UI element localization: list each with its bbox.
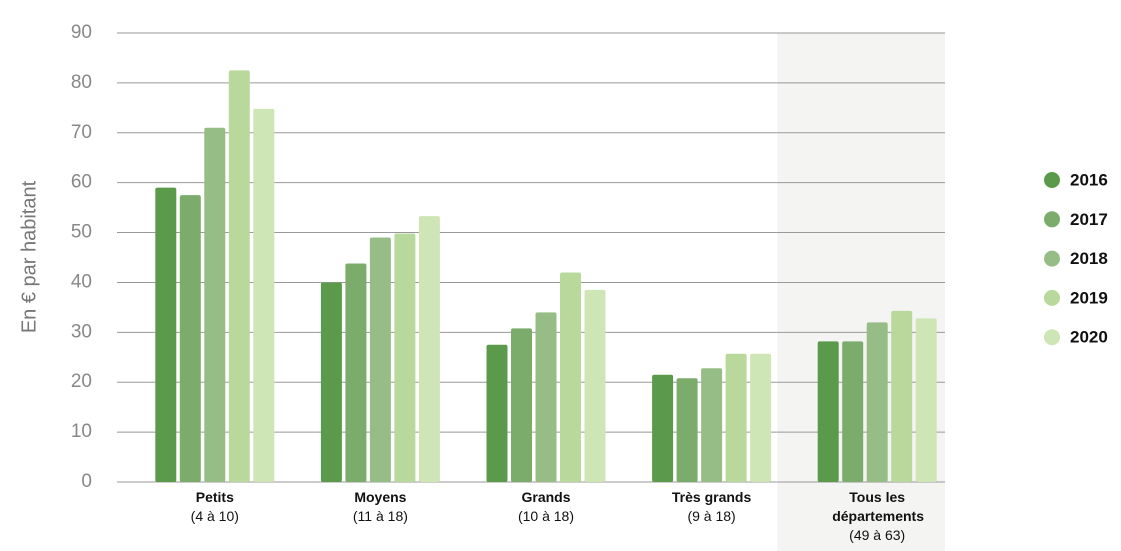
bar xyxy=(418,216,440,482)
category-name: Petits xyxy=(195,489,234,505)
legend-marker xyxy=(1044,250,1060,267)
bar xyxy=(676,378,698,482)
bar xyxy=(369,237,391,482)
bar xyxy=(915,318,937,482)
bar xyxy=(750,353,772,482)
bar xyxy=(511,328,532,482)
bar xyxy=(891,310,913,482)
category-sublabel: (10 à 18) xyxy=(517,508,575,524)
legend-marker xyxy=(1044,329,1060,346)
bar xyxy=(866,322,888,482)
bar xyxy=(320,282,342,482)
bar xyxy=(228,70,250,483)
y-tick-label: 50 xyxy=(71,222,92,243)
category-name: Tous les départements xyxy=(832,489,924,524)
x-tick-label: Petits (4 à 10) xyxy=(150,488,280,526)
legend-marker xyxy=(1044,211,1060,228)
x-tick-label: Moyens (11 à 18) xyxy=(315,488,445,526)
legend-label: 2019 xyxy=(1070,288,1108,307)
legend-label: 2017 xyxy=(1070,210,1108,229)
bar xyxy=(179,195,201,482)
bar xyxy=(725,353,747,482)
bar xyxy=(535,312,557,482)
bar xyxy=(155,187,177,482)
category-name: Très grands xyxy=(671,489,752,505)
bar xyxy=(204,127,226,483)
y-tick-label: 80 xyxy=(71,72,92,93)
bar xyxy=(701,368,723,482)
category-sublabel: (9 à 18) xyxy=(687,508,736,524)
legend-label: 2016 xyxy=(1070,170,1108,189)
bar xyxy=(560,272,581,482)
legend-marker xyxy=(1044,289,1060,306)
bar xyxy=(253,108,275,482)
bar xyxy=(817,341,839,482)
category-name: Grands xyxy=(521,489,571,505)
y-tick-label: 60 xyxy=(71,172,92,193)
bar xyxy=(652,374,674,482)
category-sublabel: (11 à 18) xyxy=(352,508,408,524)
y-tick-label: 70 xyxy=(71,122,92,143)
y-tick-label: 0 xyxy=(81,471,92,492)
bar xyxy=(486,344,508,482)
category-sublabel: (4 à 10) xyxy=(190,508,239,524)
bar xyxy=(584,289,606,482)
bar xyxy=(842,341,864,482)
bar xyxy=(345,263,367,482)
y-axis-label: En € par habitant xyxy=(18,180,40,333)
y-tick-label: 20 xyxy=(71,371,92,392)
y-tick-label: 30 xyxy=(71,321,92,342)
x-tick-label: Très grands (9 à 18) xyxy=(647,488,777,526)
legend-label: 2020 xyxy=(1070,328,1108,347)
y-tick-label: 10 xyxy=(71,421,92,442)
legend-marker xyxy=(1044,172,1060,188)
category-name: Moyens xyxy=(354,489,407,505)
bar xyxy=(394,233,416,482)
legend-label: 2018 xyxy=(1070,249,1108,268)
y-tick-label: 40 xyxy=(71,271,92,292)
category-sublabel: (49 à 63) xyxy=(849,527,906,543)
x-tick-label: Grands (10 à 18) xyxy=(481,488,611,526)
y-tick-label: 90 xyxy=(71,22,92,43)
x-tick-label: Tous les départements (49 à 63) xyxy=(812,488,942,545)
